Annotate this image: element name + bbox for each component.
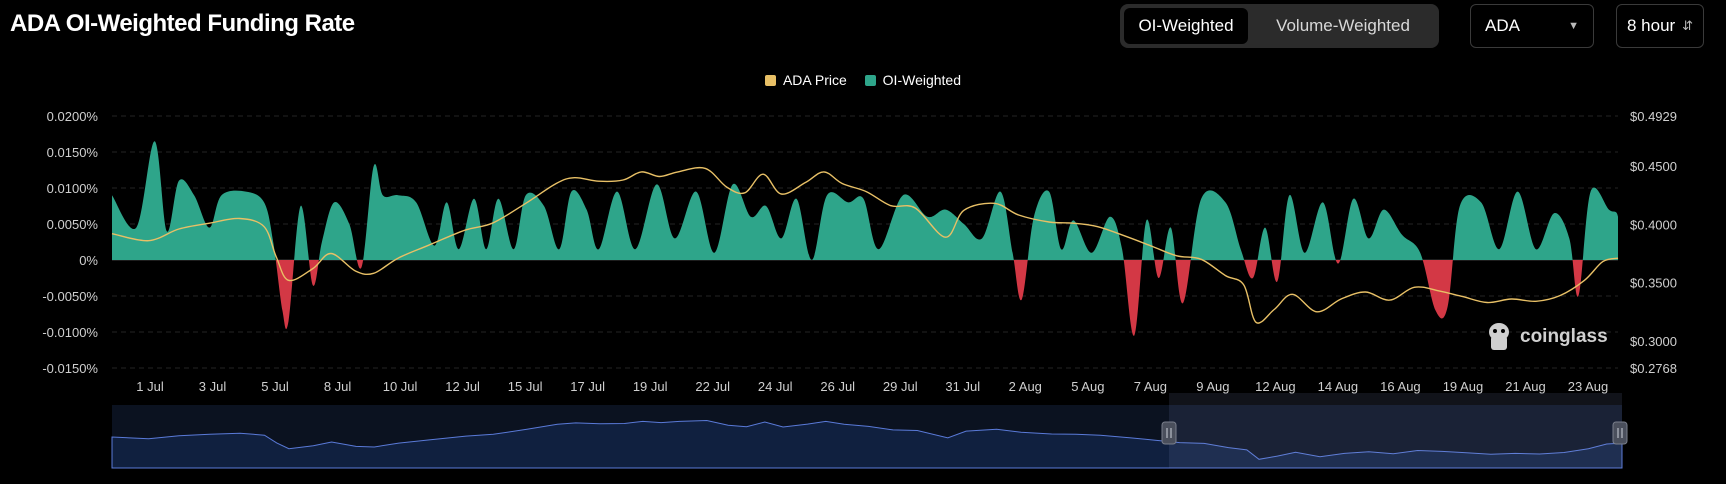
navigator-handle-icon — [1612, 421, 1628, 445]
legend-label-price: ADA Price — [782, 72, 847, 88]
x-tick-label: 9 Aug — [1196, 379, 1229, 394]
page-title: ADA OI-Weighted Funding Rate — [10, 10, 355, 37]
tab-oi-weighted[interactable]: OI-Weighted — [1124, 8, 1248, 44]
x-tick-label: 8 Jul — [324, 379, 352, 394]
x-tick-label: 5 Aug — [1071, 379, 1104, 394]
y-right-tick-label: $0.4929 — [1630, 109, 1677, 124]
interval-select[interactable]: 8 hour ⇵ — [1616, 4, 1704, 48]
y-left-tick-label: 0.0100% — [47, 181, 99, 196]
legend-item-price[interactable]: ADA Price — [764, 72, 847, 88]
x-tick-label: 24 Jul — [758, 379, 793, 394]
x-tick-label: 16 Aug — [1380, 379, 1421, 394]
x-tick-label: 5 Jul — [261, 379, 289, 394]
y-left-tick-label: -0.0150% — [42, 361, 98, 376]
x-tick-label: 23 Aug — [1568, 379, 1609, 394]
y-left-tick-label: 0.0050% — [47, 217, 99, 232]
x-tick-label: 14 Aug — [1318, 379, 1359, 394]
coinglass-logo-icon — [1489, 323, 1509, 350]
y-left-tick-label: 0.0200% — [47, 109, 99, 124]
sort-arrows-icon: ⇵ — [1682, 18, 1693, 33]
x-axis: 1 Jul 3 Jul 5 Jul 8 Jul 10 Jul 12 Jul 15 Jul 17… — [136, 379, 1608, 394]
x-tick-label: 12 Aug — [1255, 379, 1296, 394]
y-right-tick-label: $0.3000 — [1630, 334, 1677, 349]
x-tick-label: 10 Jul — [383, 379, 418, 394]
x-tick-label: 15 Jul — [508, 379, 543, 394]
x-tick-label: 17 Jul — [570, 379, 605, 394]
x-tick-label: 7 Aug — [1134, 379, 1167, 394]
interval-select-value: 8 hour — [1627, 16, 1676, 35]
range-navigator — [111, 393, 1628, 469]
y-axis-right: $0.4929 $0.4500 $0.4000 $0.3500 $0.3000 $0.27… — [1630, 109, 1677, 376]
legend-swatch-price — [764, 74, 776, 86]
x-tick-label: 31 Jul — [945, 379, 980, 394]
x-tick-label: 12 Jul — [445, 379, 480, 394]
legend-swatch-oi — [864, 74, 876, 86]
x-tick-label: 3 Jul — [199, 379, 227, 394]
navigator-handle-right[interactable] — [1612, 421, 1628, 445]
navigator-handle-left[interactable] — [1161, 421, 1177, 445]
x-tick-label: 29 Jul — [883, 379, 918, 394]
oi-weighted-positive-area — [112, 141, 1618, 260]
coinglass-watermark: coinglass — [1484, 320, 1608, 354]
y-left-tick-label: -0.0050% — [42, 289, 98, 304]
y-right-tick-label: $0.4000 — [1630, 217, 1677, 232]
weighting-toggle: OI-Weighted Volume-Weighted — [1120, 4, 1439, 48]
x-tick-label: 1 Jul — [136, 379, 164, 394]
x-tick-label: 19 Aug — [1443, 379, 1484, 394]
y-axis-left: 0.0200% 0.0150% 0.0100% 0.0050% 0% -0.0050% -0… — [42, 109, 98, 376]
y-left-tick-label: 0% — [79, 253, 98, 268]
navigator-selection — [1169, 393, 1622, 468]
y-left-tick-label: 0.0150% — [47, 145, 99, 160]
y-left-tick-label: -0.0100% — [42, 325, 98, 340]
x-tick-label: 26 Jul — [820, 379, 855, 394]
x-tick-label: 22 Jul — [695, 379, 730, 394]
legend-label-oi: OI-Weighted — [882, 72, 962, 88]
y-right-tick-label: $0.4500 — [1630, 159, 1677, 174]
y-right-tick-label: $0.2768 — [1630, 361, 1677, 376]
chart-legend: ADA Price OI-Weighted — [0, 72, 1726, 89]
y-right-tick-label: $0.3500 — [1630, 276, 1677, 291]
watermark-text: coinglass — [1520, 326, 1608, 347]
symbol-select[interactable]: ADA ▼ — [1470, 4, 1594, 48]
navigator-series — [111, 419, 1623, 469]
caret-down-icon: ▼ — [1568, 20, 1579, 32]
ada-price-line — [111, 166, 1619, 324]
legend-item-oi[interactable]: OI-Weighted — [864, 72, 962, 88]
symbol-select-value: ADA — [1485, 16, 1520, 35]
navigator-handle-icon — [1161, 421, 1177, 445]
tab-volume-weighted[interactable]: Volume-Weighted — [1276, 16, 1410, 35]
x-tick-label: 2 Aug — [1009, 379, 1042, 394]
x-tick-label: 19 Jul — [633, 379, 668, 394]
x-tick-label: 21 Aug — [1505, 379, 1546, 394]
